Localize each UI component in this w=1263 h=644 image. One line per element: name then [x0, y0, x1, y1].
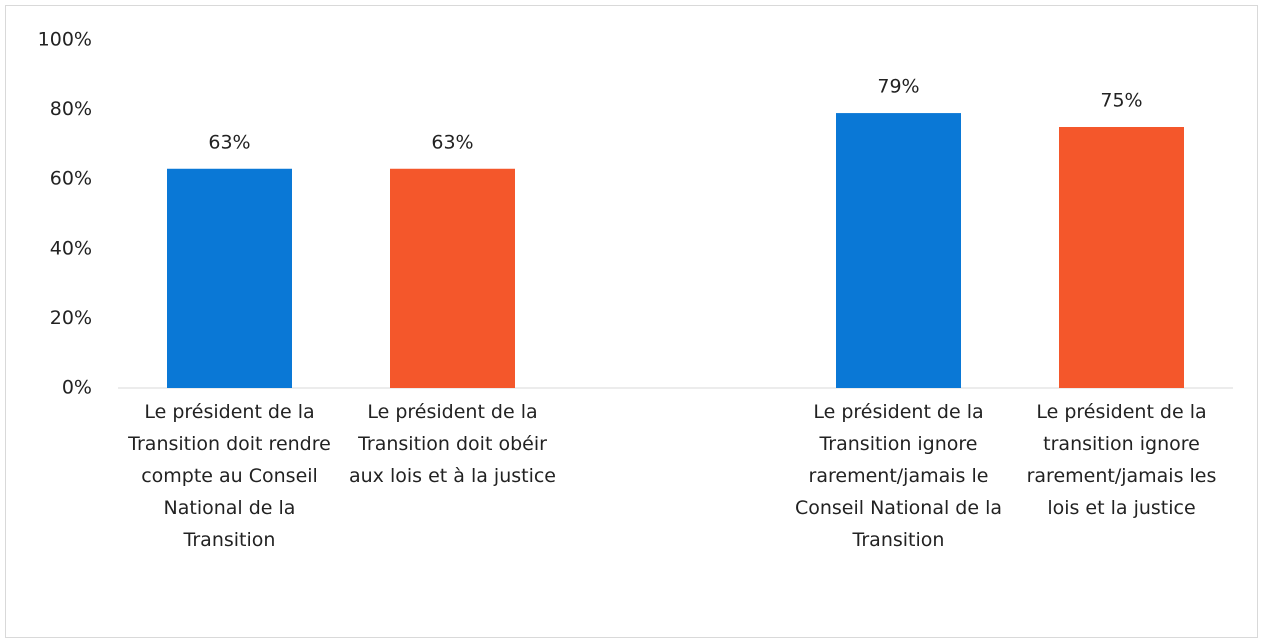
y-tick-label: 60% [50, 168, 92, 190]
x-tick-label: Le président de la Transition ignore rar… [794, 401, 1003, 551]
y-tick-label: 20% [50, 307, 92, 329]
x-tick-label: Le président de la Transition doit rendr… [128, 401, 331, 551]
x-tick-label: Le président de la transition ignore rar… [1026, 401, 1217, 519]
y-tick-label: 0% [62, 377, 92, 399]
value-label: 63% [431, 131, 473, 153]
bar [390, 168, 515, 388]
y-tick-label: 40% [50, 237, 92, 259]
x-tick-label: Le président de la Transition doit obéir… [349, 401, 556, 487]
value-label: 79% [877, 76, 919, 98]
value-label: 75% [1100, 90, 1142, 112]
y-tick-label: 80% [50, 98, 92, 120]
bar [836, 113, 961, 388]
bar [1059, 127, 1184, 388]
y-tick-label: 100% [38, 29, 92, 51]
value-label: 63% [208, 131, 250, 153]
bar [167, 168, 292, 388]
